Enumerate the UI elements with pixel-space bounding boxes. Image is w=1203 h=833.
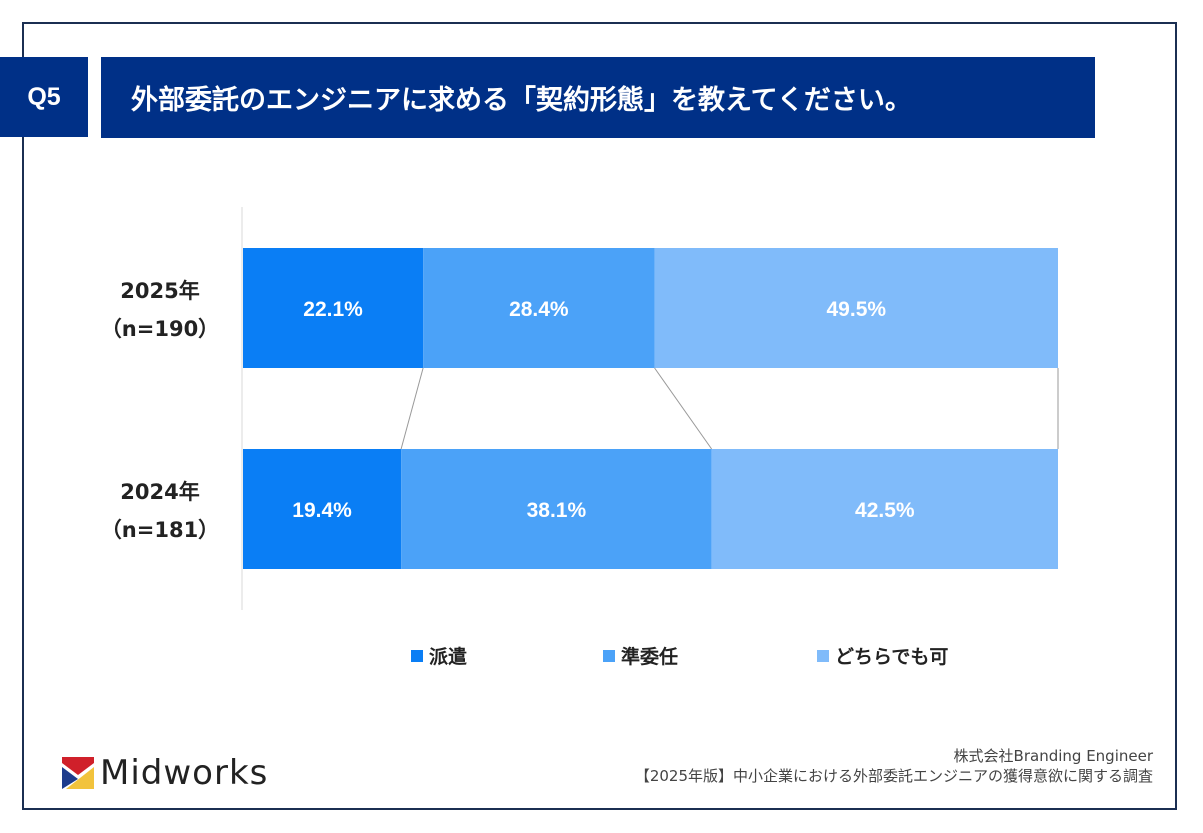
legend-label: どちらでも可	[835, 646, 949, 668]
legend-item: 派遣	[411, 642, 467, 669]
bar-segment	[243, 248, 424, 368]
connector-line	[654, 367, 713, 450]
bar-segment	[423, 248, 655, 368]
bar-segment	[401, 449, 712, 569]
question-title-bar: 外部委託のエンジニアに求める「契約形態」を教えてください。	[101, 57, 1095, 138]
bar-segment	[711, 449, 1058, 569]
category-label: 2024年	[120, 480, 199, 504]
company-name: 株式会社Branding Engineer	[953, 747, 1153, 765]
legend-item: どちらでも可	[817, 642, 948, 669]
category-label: 2025年	[120, 279, 199, 303]
survey-title: 【2025年版】中小企業における外部委託エンジニアの獲得意欲に関する調査	[634, 767, 1153, 785]
data-label: 19.4%	[292, 499, 352, 522]
data-label: 38.1%	[527, 499, 587, 522]
credit: 株式会社Branding Engineer 【2025年版】中小企業における外部…	[635, 746, 1153, 786]
logo-mark-icon	[62, 757, 94, 789]
legend-swatch	[603, 649, 615, 662]
data-label: 28.4%	[509, 298, 569, 321]
legend-swatch	[411, 649, 423, 662]
data-label: 22.1%	[303, 298, 363, 321]
bar-segment	[654, 248, 1058, 368]
category-label: （n=181）	[101, 518, 219, 542]
connector-line	[400, 367, 424, 450]
midworks-logo: Midworks	[62, 753, 268, 793]
question-number: Q5	[0, 57, 88, 137]
category-label: （n=190）	[101, 317, 219, 341]
data-label: 42.5%	[855, 499, 915, 522]
legend-label: 派遣	[429, 646, 468, 668]
legend-swatch	[817, 649, 829, 662]
bar-segment	[243, 449, 402, 569]
data-label: 49.5%	[827, 298, 887, 321]
legend-item: 準委任	[603, 642, 678, 669]
question-title: 外部委託のエンジニアに求める「契約形態」を教えてください。	[131, 85, 912, 116]
frame-border	[22, 22, 1177, 810]
logo-text: Midworks	[100, 753, 269, 793]
legend-label: 準委任	[621, 646, 679, 668]
